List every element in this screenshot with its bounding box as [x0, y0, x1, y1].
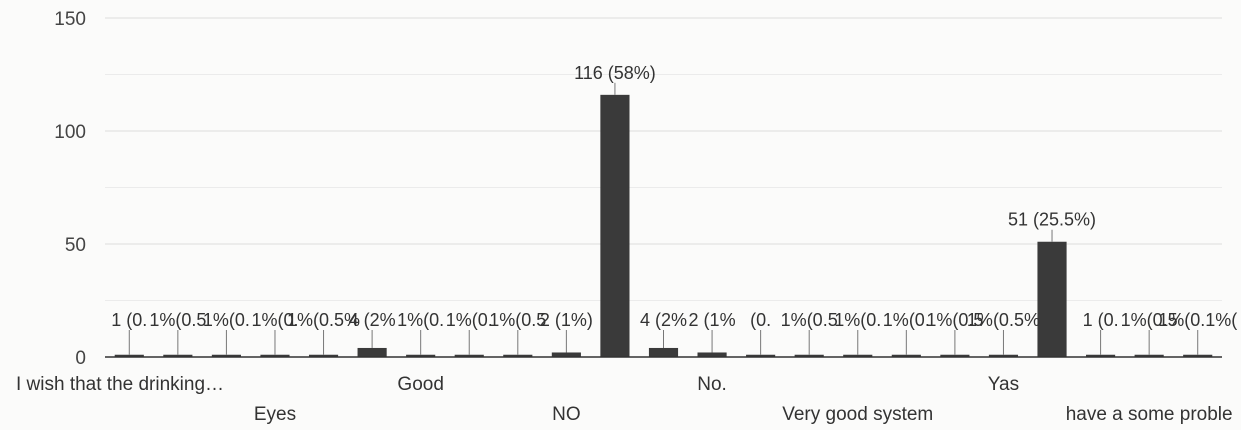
- y-tick-label: 150: [54, 9, 86, 30]
- data-label: 1%(0.: [834, 310, 881, 330]
- bar: [988, 354, 1019, 357]
- data-label: 1 (0.: [111, 310, 147, 330]
- bar: [843, 354, 873, 357]
- bar: [940, 354, 970, 357]
- bar: [746, 354, 776, 357]
- data-label: (0.: [750, 310, 771, 330]
- x-tick-label: Good: [397, 374, 443, 395]
- bar: [697, 352, 727, 357]
- bar: [1037, 241, 1067, 357]
- x-tick-label: No.: [697, 374, 727, 395]
- bar: [114, 354, 144, 357]
- y-tick-label: 0: [75, 348, 86, 369]
- x-tick-label: Yas: [988, 374, 1019, 395]
- x-axis-tick-labels: I wish that the drinking… Good No. Yas Eyes N…: [16, 374, 1233, 425]
- data-label: 1%(0.5%: [967, 310, 1040, 330]
- data-label: 4 (2%: [349, 310, 396, 330]
- bar: [406, 354, 436, 357]
- bar: [600, 94, 630, 357]
- bar: [1183, 354, 1213, 357]
- bars: [114, 94, 1213, 357]
- data-label: 1%(0.5: [149, 310, 206, 330]
- data-labels: 1 (0. 1%(0.51%(0. 1%(0.1%(0.5%4 (2% 1%(0. 1%…: [111, 63, 1237, 330]
- data-label: 2 (1%): [540, 310, 593, 330]
- y-tick-label: 100: [54, 122, 86, 143]
- data-label: 1%(0.5: [1121, 310, 1178, 330]
- data-label: 1%(0.: [397, 310, 444, 330]
- data-label: 1%(0.: [203, 310, 250, 330]
- y-axis-tick-labels: 0 50 100 150: [54, 9, 86, 369]
- data-label: 1%(0.1%(: [1158, 310, 1237, 330]
- bar: [308, 354, 339, 357]
- bar: [503, 354, 533, 357]
- bar: [454, 354, 484, 357]
- data-label: 1%(0.: [251, 310, 298, 330]
- data-label: 1%(0.5%: [287, 310, 360, 330]
- data-label: 1%(0.: [883, 310, 930, 330]
- bar: [1086, 354, 1116, 357]
- data-label: 4 (2%: [640, 310, 687, 330]
- data-label: 1%(0.5: [781, 310, 838, 330]
- data-label: 1%(0.: [446, 310, 493, 330]
- y-tick-label: 50: [65, 235, 86, 256]
- data-label-leaders: [128, 82, 1199, 355]
- x-tick-label: Eyes: [254, 404, 296, 425]
- gridlines: [105, 17, 1222, 301]
- bar: [1134, 354, 1164, 357]
- bar: [211, 354, 241, 357]
- bar: [260, 354, 290, 357]
- bar: [551, 352, 581, 357]
- x-tick-label: have a some proble: [1066, 404, 1233, 425]
- data-label: 1 (0.: [1083, 310, 1119, 330]
- data-label: 116 (58%): [574, 63, 656, 83]
- data-label: 2 (1%: [689, 310, 736, 330]
- bar: [357, 347, 387, 357]
- x-tick-label: NO: [552, 404, 581, 425]
- x-tick-label: Very good system: [782, 404, 933, 425]
- bar: [648, 347, 679, 357]
- data-label: 1%(0.5: [926, 310, 983, 330]
- data-label: 1%(0.5: [489, 310, 546, 330]
- bar: [163, 354, 193, 357]
- bar: [794, 354, 824, 357]
- bar: [891, 354, 921, 357]
- data-label: 51 (25.5%): [1008, 210, 1096, 230]
- x-tick-label: I wish that the drinking…: [16, 374, 224, 395]
